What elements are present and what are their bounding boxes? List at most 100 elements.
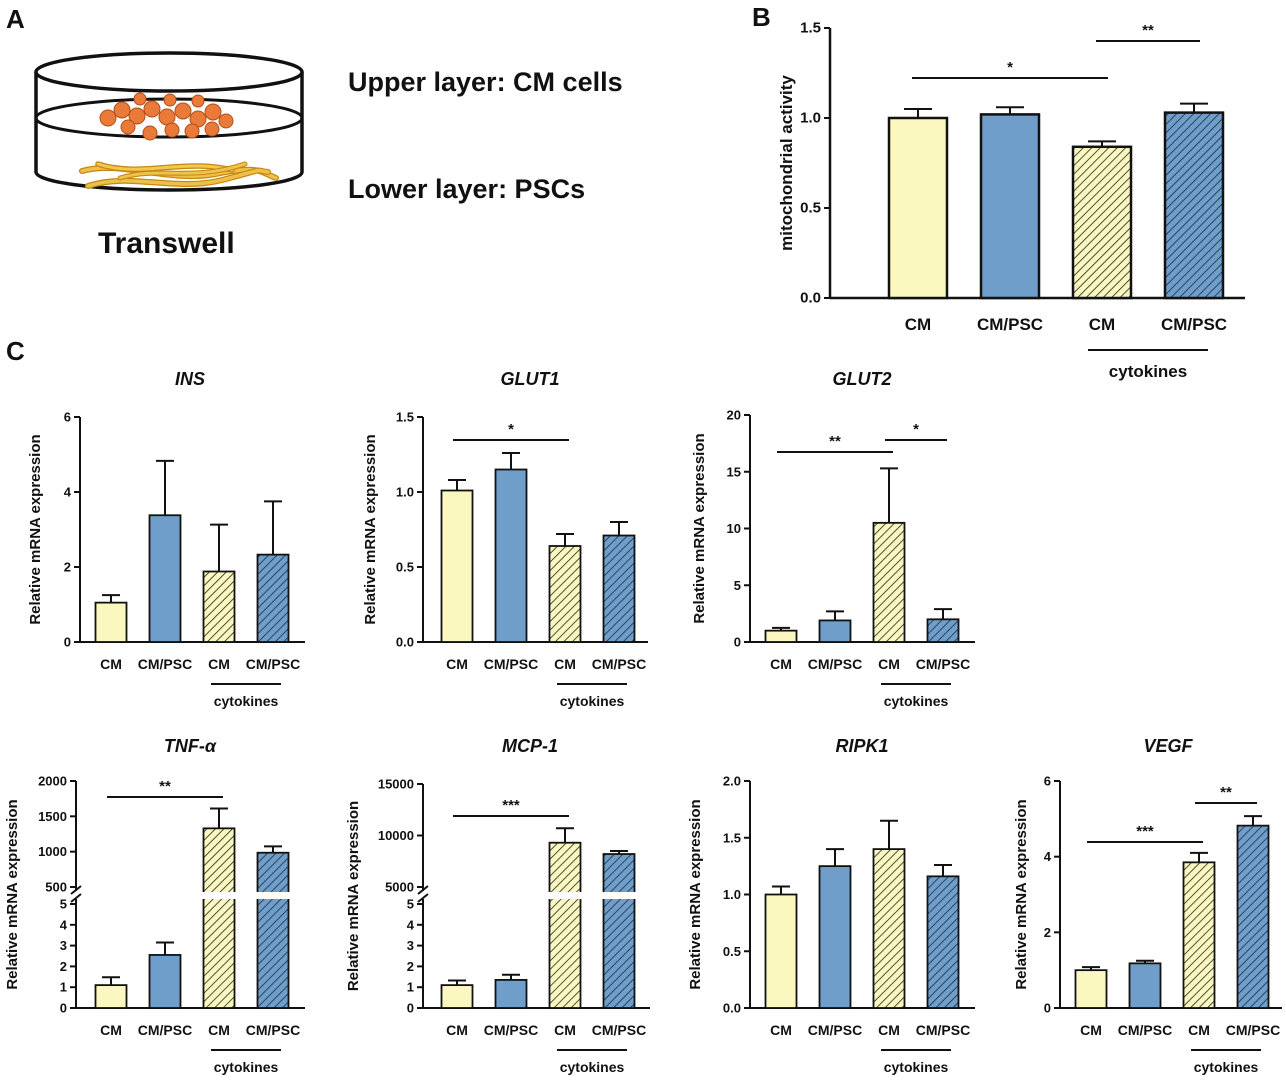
chart-title: TNF-α [164, 736, 217, 756]
significance-marker: *** [1136, 823, 1154, 840]
x-category-label: CM [554, 656, 576, 672]
psc-cells-cluster [79, 161, 279, 189]
bar-cytokines-cm [548, 841, 582, 1009]
y-tick-label: 2 [60, 959, 67, 974]
significance-marker: * [913, 421, 919, 438]
bar-cytokines-cm-psc [1163, 111, 1225, 300]
y-axis-label: Relative mRNA expression [345, 801, 362, 991]
x-category-label: CM [208, 1022, 230, 1038]
y-tick-label: 500 [45, 880, 67, 895]
x-category-label: CM/PSC [1118, 1022, 1172, 1038]
y-tick-label: 1.5 [800, 20, 821, 37]
bar-cytokines-cm-psc [926, 875, 960, 1009]
chart-ripk1: RIPK1 Relative mRNA expression 0.0 0.5 1.0 1.… [687, 736, 975, 1075]
panel-letter-b: B [752, 2, 771, 32]
y-tick-label: 0.0 [723, 1001, 741, 1016]
y-axis-label: Relative mRNA expression [687, 799, 704, 989]
cm-cells-cluster [99, 92, 234, 141]
y-tick-label: 0.0 [800, 290, 821, 307]
chart-title: GLUT1 [500, 369, 559, 389]
x-category-label: CM/PSC [808, 1022, 862, 1038]
x-category-label: CM/PSC [1161, 315, 1227, 334]
x-category-label: CM [1188, 1022, 1210, 1038]
transwell-caption: Transwell [98, 227, 235, 260]
bar-cytokines-cm [872, 848, 906, 1009]
y-tick-label: 15000 [378, 777, 414, 792]
x-category-label: CM/PSC [138, 656, 192, 672]
x-category-label: CM/PSC [1226, 1022, 1280, 1038]
x-category-label: CM [770, 1022, 792, 1038]
y-tick-label: 6 [64, 410, 71, 425]
y-tick-label: 10000 [378, 828, 414, 843]
y-tick-label: 4 [1044, 849, 1052, 864]
y-tick-label: 3 [60, 938, 67, 953]
significance-marker: * [508, 421, 514, 438]
x-category-label: CM/PSC [484, 656, 538, 672]
bar-cytokines-cm-psc [256, 553, 290, 643]
bar-cm [94, 601, 128, 643]
chart-title: RIPK1 [835, 736, 888, 756]
x-category-label: CM [100, 656, 122, 672]
axis-break-mark-upper [70, 885, 82, 895]
y-tick-label: 2 [1044, 925, 1051, 940]
panel-letter-c: C [6, 336, 25, 366]
x-category-label: CM/PSC [592, 656, 646, 672]
y-axis-label: Relative mRNA expression [362, 434, 379, 624]
bar-cytokines-cm [202, 570, 236, 643]
x-category-label: CM [1080, 1022, 1102, 1038]
y-tick-label: 2000 [38, 774, 67, 789]
y-axis-label: Relative mRNA expression [691, 433, 708, 623]
y-tick-label: 1 [60, 980, 67, 995]
y-tick-label: 15 [727, 464, 741, 479]
y-tick-label: 20 [727, 408, 741, 423]
y-tick-label: 1500 [38, 809, 67, 824]
x-category-label: CM/PSC [977, 315, 1043, 334]
y-tick-label: 4 [407, 917, 415, 932]
chart-title: INS [175, 369, 205, 389]
chart-ins: INS Relative mRNA expression 0 2 4 6 CM CM/PSC C… [27, 369, 305, 709]
bar-cm [440, 984, 474, 1009]
y-tick-label: 5 [60, 897, 67, 912]
x-category-label: CM [208, 656, 230, 672]
y-tick-label: 0 [734, 635, 741, 650]
axis-break-mark-upper [417, 885, 429, 895]
y-tick-label: 6 [1044, 774, 1051, 789]
y-tick-label: 1000 [38, 844, 67, 859]
x-category-label: CM [554, 1022, 576, 1038]
x-category-label: CM [1089, 315, 1115, 334]
significance-marker: * [1007, 59, 1013, 76]
y-axis-label: mitochondrial activity [777, 75, 796, 251]
y-tick-label: 0 [1044, 1001, 1051, 1016]
bar-cm [764, 629, 798, 643]
bar-cm-psc [494, 979, 528, 1009]
x-category-label: CM/PSC [592, 1022, 646, 1038]
bar-cm-psc [1128, 962, 1162, 1009]
y-axis-label: Relative mRNA expression [4, 799, 21, 989]
chart-tnf-alpha: TNF-α Relative mRNA expression 0 1 2 3 4 5 500 10… [4, 736, 305, 1075]
group-bracket-label: cytokines [1109, 362, 1187, 381]
significance-marker: ** [159, 778, 171, 795]
group-bracket-label: cytokines [214, 693, 279, 709]
axis-break-mark-lower [417, 893, 429, 903]
bar-cytokines-cm-psc [926, 618, 960, 643]
x-category-label: CM/PSC [138, 1022, 192, 1038]
y-tick-label: 0.5 [723, 944, 741, 959]
y-tick-label: 5000 [385, 880, 414, 895]
chart-title: GLUT2 [832, 369, 891, 389]
chart-glut1: GLUT1 Relative mRNA expression 0.0 0.5 1.0 1.… [362, 369, 648, 709]
group-bracket-label: cytokines [560, 693, 625, 709]
x-category-label: CM [878, 656, 900, 672]
bar-axis-break-gap [600, 892, 638, 899]
bar-cm-psc [818, 865, 852, 1009]
transwell-illustration [34, 51, 304, 192]
chart-title: MCP-1 [502, 736, 558, 756]
chart-title: VEGF [1143, 736, 1193, 756]
y-tick-label: 1.0 [396, 485, 414, 500]
upper-layer-label: Upper layer: CM cells [348, 67, 623, 97]
y-tick-label: 1 [407, 980, 414, 995]
bar-cm [440, 489, 474, 643]
y-tick-label: 0.5 [800, 200, 821, 217]
group-bracket-label: cytokines [560, 1059, 625, 1075]
panel-letter-a: A [6, 4, 25, 34]
